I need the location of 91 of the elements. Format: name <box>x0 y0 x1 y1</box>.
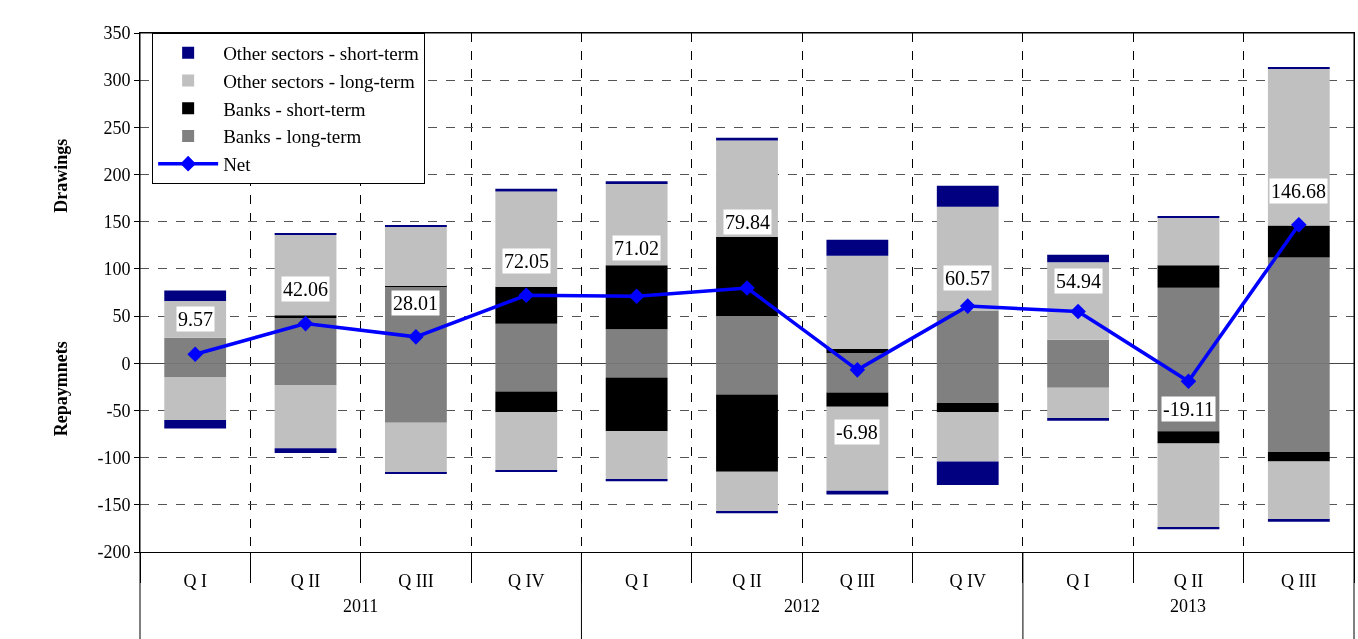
bar <box>274 315 337 318</box>
legend-label: Banks - long-term <box>223 126 362 148</box>
point <box>739 280 755 296</box>
y-tick-label: 350 <box>103 23 131 44</box>
point <box>959 298 976 314</box>
bar <box>1157 431 1220 444</box>
y-tick-label: -100 <box>97 447 131 468</box>
y-axis-title: Drawings <box>51 138 72 213</box>
bar <box>1047 418 1109 421</box>
y-tick-label: -200 <box>97 542 131 563</box>
bar <box>716 236 778 317</box>
bar <box>826 255 889 350</box>
bar <box>495 391 558 413</box>
bar <box>1267 461 1330 520</box>
data-label: 72.05 <box>504 250 549 272</box>
data-label: 54.94 <box>1056 270 1101 292</box>
x-tick-label: Q IV <box>508 570 545 591</box>
bar <box>826 392 889 407</box>
y-tick-label: 50 <box>112 306 131 327</box>
x-tick-label: Q IV <box>949 570 986 591</box>
bar <box>1047 254 1109 263</box>
data-label: -6.98 <box>836 421 878 443</box>
bar <box>605 181 668 184</box>
x-tick-label: Q II <box>732 570 762 591</box>
y-tick-label: 300 <box>103 70 131 91</box>
bar <box>385 226 447 286</box>
x-tick-label: Q III <box>839 570 876 591</box>
x-tick-label: Q I <box>183 570 207 591</box>
data-label: 146.68 <box>1271 180 1326 202</box>
text: 2013 <box>1170 596 1206 616</box>
bar <box>164 419 227 429</box>
y-tick-label: -50 <box>106 400 131 421</box>
bar <box>716 471 778 512</box>
bar <box>274 384 337 449</box>
y-tick-label: 0 <box>121 353 131 374</box>
legend-label: Other sectors - short-term <box>223 43 420 65</box>
bar <box>1157 265 1220 288</box>
legend-label: Other sectors - long-term <box>223 70 415 92</box>
bar <box>716 394 778 472</box>
bar <box>1157 443 1220 528</box>
point <box>1180 373 1197 390</box>
y-tick-label: 250 <box>103 117 131 138</box>
bar <box>1267 66 1330 69</box>
bar <box>936 402 999 413</box>
bar <box>605 377 668 432</box>
data-label: 9.57 <box>178 308 213 330</box>
x-tick-label: Q I <box>1066 570 1090 591</box>
text: Repaymnets <box>50 341 71 437</box>
legend-label: Net <box>223 154 252 176</box>
text: 2011 <box>343 596 379 616</box>
data-label: 42.06 <box>283 278 328 300</box>
bar <box>605 431 668 480</box>
data-label: 28.01 <box>393 292 438 314</box>
bar <box>936 412 999 462</box>
bar <box>605 479 668 482</box>
bar <box>826 239 889 256</box>
bar <box>1267 451 1330 462</box>
x-tick-label: Q III <box>398 570 434 591</box>
bar <box>936 185 999 207</box>
bar <box>495 188 558 192</box>
x-tick-label: Q II <box>290 570 321 591</box>
bar <box>274 448 337 453</box>
bar <box>936 461 999 485</box>
bar <box>1047 387 1109 418</box>
y-tick-label: 150 <box>103 212 131 233</box>
x-tick-label: Q I <box>624 570 649 591</box>
data-label: -19.11 <box>1163 398 1214 420</box>
point <box>408 329 424 345</box>
bar <box>1157 217 1220 266</box>
y-tick-label: 200 <box>103 164 131 185</box>
bar <box>1267 519 1330 522</box>
x-tick-label: Q II <box>1173 570 1204 591</box>
bar <box>1267 225 1330 258</box>
bar <box>385 422 447 473</box>
bar <box>716 137 778 141</box>
y-tick-label: -150 <box>97 495 131 516</box>
data-label: 60.57 <box>945 267 990 289</box>
legend-label: Banks - short-term <box>223 98 366 120</box>
bar <box>495 412 558 471</box>
bar <box>605 265 668 330</box>
point <box>518 287 535 304</box>
bar <box>164 377 227 420</box>
x-tick-label: Q III <box>1281 570 1317 591</box>
y-tick-label: 100 <box>103 259 131 280</box>
data-label: 79.84 <box>725 211 770 233</box>
point <box>1291 217 1307 233</box>
data-label: 71.02 <box>614 237 659 259</box>
bar <box>164 290 227 301</box>
point <box>1070 303 1086 320</box>
point <box>297 315 314 332</box>
text: 2012 <box>784 596 820 616</box>
